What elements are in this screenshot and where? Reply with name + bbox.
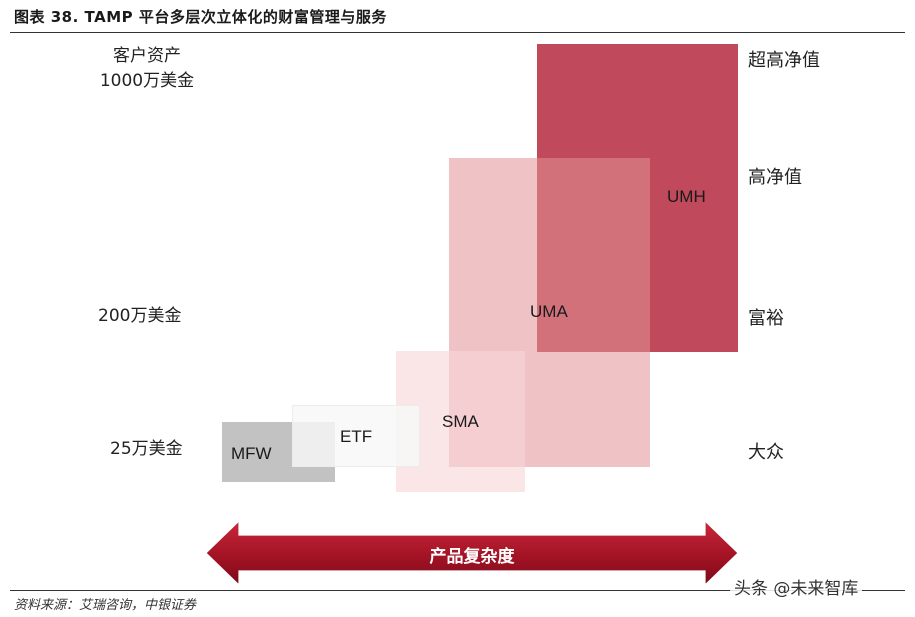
etf-box — [292, 405, 420, 467]
sma-label: SMA — [442, 412, 479, 431]
asset-level-200: 200万美金 — [98, 306, 182, 326]
footer-divider — [10, 590, 905, 591]
asset-header: 客户资产 1000万美金 — [92, 44, 202, 94]
uma-label: UMA — [530, 302, 568, 321]
title-divider — [10, 32, 905, 33]
figure-title: 图表 38. TAMP 平台多层次立体化的财富管理与服务 — [14, 8, 387, 26]
watermark: 头条 @未来智库 — [730, 574, 863, 599]
arrow-label: 产品复杂度 — [429, 547, 515, 567]
source-note: 资料来源：艾瑞咨询，中银证券 — [14, 598, 197, 613]
asset-level-25: 25万美金 — [110, 439, 183, 459]
tier-affluent: 富裕 — [748, 308, 784, 329]
complexity-arrow: 产品复杂度 — [205, 519, 739, 587]
mfw-label: MFW — [231, 444, 272, 463]
tier-high-net-worth: 高净值 — [748, 167, 802, 188]
asset-header-line1: 客户资产 — [113, 46, 181, 66]
tier-mass: 大众 — [748, 442, 784, 463]
asset-header-line2: 1000万美金 — [99, 71, 195, 91]
etf-label: ETF — [340, 427, 373, 446]
tier-ultra-high-net-worth: 超高净值 — [748, 50, 820, 71]
umh-label: UMH — [667, 187, 706, 206]
